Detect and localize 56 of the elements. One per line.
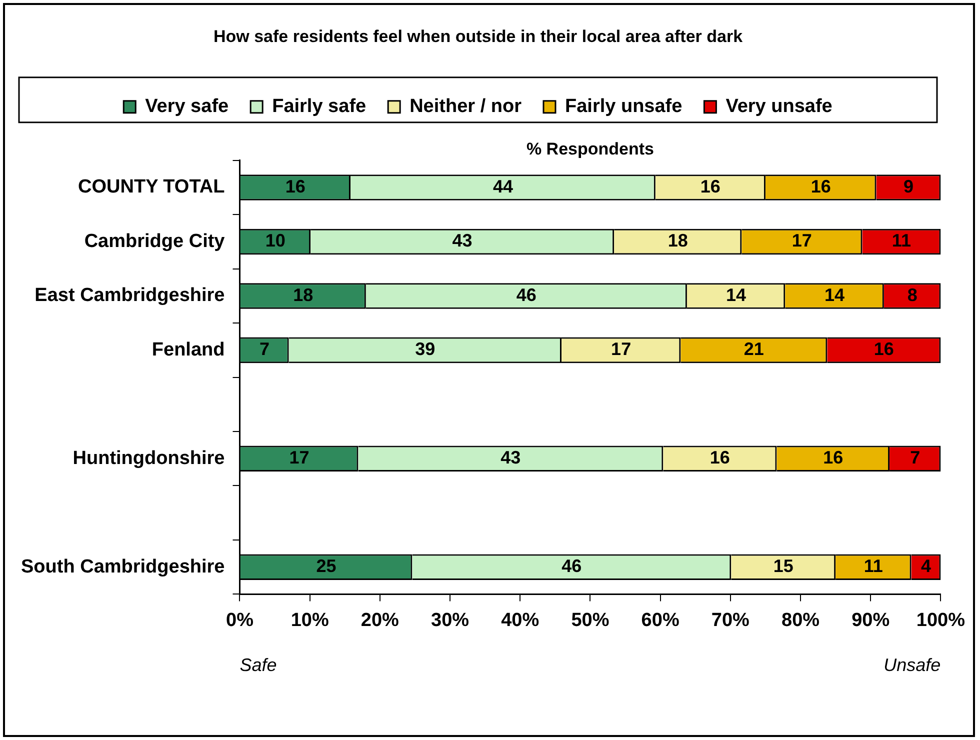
- x-tick-label: 90%: [852, 610, 890, 631]
- legend-label: Neither / nor: [410, 96, 522, 118]
- x-tick-label: 50%: [571, 610, 610, 631]
- y-tick-label: COUNTY TOTAL: [78, 176, 226, 198]
- legend-label: Fairly safe: [272, 96, 366, 118]
- data-label: 7: [260, 339, 270, 360]
- data-label: 16: [700, 176, 720, 196]
- data-label: 18: [668, 230, 688, 251]
- data-label: 11: [892, 230, 911, 251]
- data-label: 43: [500, 448, 521, 468]
- y-tick-label: Cambridge City: [84, 230, 226, 252]
- data-label: 9: [903, 176, 914, 196]
- data-label: 39: [415, 339, 436, 360]
- x-tick-label: 40%: [501, 610, 540, 631]
- x-tick-label: 30%: [431, 610, 470, 631]
- text: Unsafe: [884, 655, 941, 676]
- y-tick-label: Fenland: [152, 339, 225, 360]
- data-label: 16: [285, 176, 306, 196]
- x-tick-label: 70%: [711, 610, 750, 631]
- data-label: 44: [492, 176, 513, 196]
- data-label: 14: [824, 284, 845, 305]
- data-label: 46: [562, 556, 582, 576]
- x-tick-label: 80%: [781, 610, 820, 631]
- data-label: 4: [920, 556, 931, 576]
- x-tick-label: 0%: [226, 610, 254, 631]
- data-label: 7: [910, 448, 920, 468]
- data-label: 25: [316, 556, 336, 576]
- data-label: 16: [874, 339, 894, 360]
- data-label: 11: [864, 556, 883, 576]
- y-tick-label: Huntingdonshire: [72, 448, 225, 469]
- data-label: 17: [792, 230, 812, 251]
- y-tick-label: South Cambridgeshire: [21, 556, 225, 578]
- data-label: 14: [726, 284, 746, 305]
- x-axis-title: % Respondents: [526, 140, 654, 159]
- x-tick-label: 100%: [916, 610, 966, 631]
- data-label: 8: [907, 284, 918, 305]
- data-label: 16: [710, 448, 730, 468]
- data-label: 21: [744, 339, 764, 360]
- x-tick-label: 60%: [641, 610, 680, 631]
- data-label: 16: [810, 176, 831, 196]
- data-label: 17: [611, 339, 632, 360]
- data-label: 15: [773, 556, 794, 576]
- legend-label: Very safe: [145, 96, 229, 118]
- text: Safe: [240, 655, 277, 676]
- x-tick-label: 10%: [290, 610, 329, 631]
- x-tick-label: 20%: [360, 610, 400, 631]
- data-label: 17: [289, 448, 310, 468]
- legend-label: Very unsafe: [726, 96, 832, 118]
- y-tick-label: East Cambridgeshire: [34, 285, 225, 306]
- data-label: 43: [452, 230, 472, 251]
- data-label: 10: [265, 230, 286, 251]
- chart-title: How safe residents feel when outside in their local area after dark: [213, 26, 744, 46]
- data-label: 46: [516, 284, 536, 305]
- legend-label: Fairly unsafe: [564, 96, 682, 118]
- data-label: 18: [293, 284, 314, 305]
- data-label: 16: [823, 448, 844, 468]
